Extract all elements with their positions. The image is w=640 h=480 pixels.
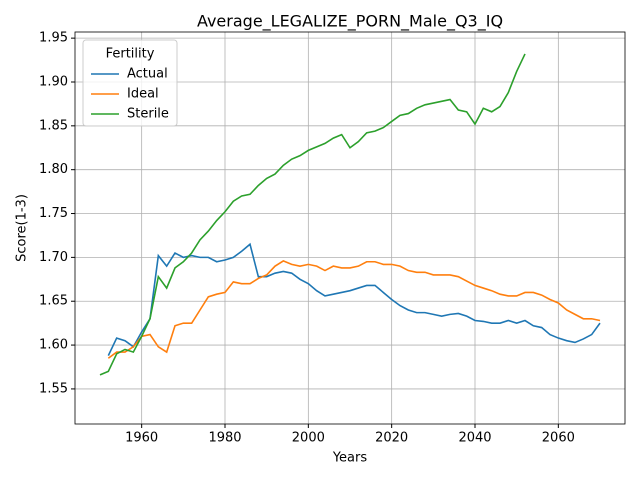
y-axis-label: Score(1-3) [15,194,30,262]
chart-title: Average_LEGALIZE_PORN_Male_Q3_IQ [197,12,503,32]
series-line [107,259,601,359]
y-tick-label: 1.95 [39,31,68,46]
legend-label: Ideal [127,87,159,102]
y-tick-label: 1.70 [39,250,68,265]
legend-title: Fertility [106,47,155,62]
y-tick-label: 1.55 [39,381,68,396]
legend-label: Actual [127,67,168,82]
y-tick-label: 1.60 [39,338,68,353]
x-tick-label: 2040 [458,431,491,446]
series-line [99,53,526,376]
x-axis-label: Years [332,451,368,466]
x-tick-label: 2000 [292,431,325,446]
y-tick-label: 1.65 [39,294,68,309]
plot-frame [74,31,626,425]
x-tick-label: 2060 [542,431,575,446]
series-line [107,242,601,356]
x-tick-label: 1960 [125,431,158,446]
x-tick-label: 2020 [375,431,408,446]
legend-box [82,39,178,127]
y-tick-label: 1.80 [39,162,68,177]
y-tick-label: 1.90 [39,74,68,89]
legend-label: Sterile [127,107,169,122]
x-tick-label: 1980 [208,431,241,446]
y-tick-label: 1.75 [39,206,68,221]
y-tick-label: 1.85 [39,118,68,133]
